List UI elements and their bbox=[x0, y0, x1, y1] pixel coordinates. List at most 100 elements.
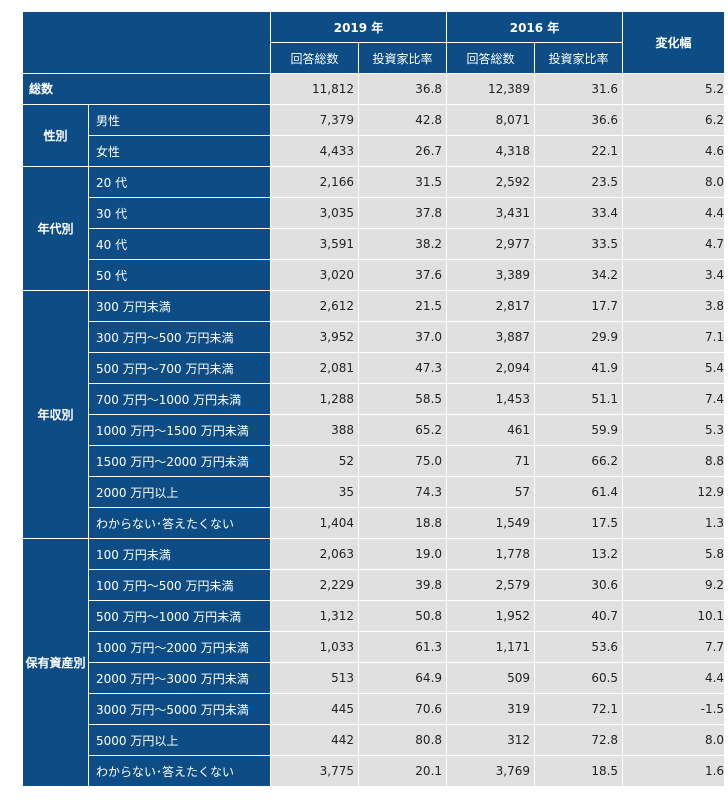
cell-ratio-2019: 26.7 bbox=[357, 135, 448, 167]
row-label: 1000 万円～2000 万円未満 bbox=[88, 631, 271, 663]
cell-total-2019: 2,063 bbox=[270, 538, 359, 570]
cell-total-2019: 2,166 bbox=[270, 166, 359, 198]
cell-ratio-2019: 37.8 bbox=[357, 197, 448, 229]
cell-change: 5.2 bbox=[622, 73, 726, 105]
cell-ratio-2016: 40.7 bbox=[534, 600, 624, 632]
table-row: 保有資産別 100 万円未満 2,063 19.0 1,778 13.2 5.8 bbox=[22, 538, 726, 787]
table-row: 年代別 20 代 2,166 31.5 2,592 23.5 8.0 bbox=[22, 166, 726, 291]
cell-total-2019: 3,035 bbox=[270, 197, 359, 229]
cell-ratio-2019: 37.0 bbox=[357, 321, 448, 353]
cell-ratio-2019: 39.8 bbox=[357, 569, 448, 601]
group-label: 年収別 bbox=[22, 290, 89, 539]
cell-change: 3.8 bbox=[622, 290, 726, 322]
cell-ratio-2019: 38.2 bbox=[357, 228, 448, 260]
header-2019-ratio: 投資家比率 bbox=[357, 42, 448, 74]
row-label: わからない･答えたくない bbox=[88, 507, 271, 539]
cell-ratio-2016: 31.6 bbox=[534, 73, 624, 105]
cell-ratio-2019: 36.8 bbox=[357, 73, 448, 105]
cell-total-2016: 1,549 bbox=[446, 507, 536, 539]
cell-ratio-2019: 75.0 bbox=[357, 445, 448, 477]
cell-ratio-2016: 72.1 bbox=[534, 693, 624, 725]
cell-ratio-2019: 80.8 bbox=[357, 724, 448, 756]
cell-change: 9.2 bbox=[622, 569, 726, 601]
cell-ratio-2016: 60.5 bbox=[534, 662, 624, 694]
table-row: 40 代 3,591 38.2 2,977 33.5 4.7 bbox=[23, 228, 726, 260]
cell-ratio-2016: 17.5 bbox=[534, 507, 624, 539]
cell-total-2016: 509 bbox=[446, 662, 536, 694]
cell-ratio-2016: 41.9 bbox=[534, 352, 624, 384]
header-row-years: 2019 年 2016 年 変化幅 bbox=[22, 11, 726, 74]
cell-total-2016: 1,952 bbox=[446, 600, 536, 632]
header-row-metrics: 回答総数 投資家比率 回答総数 投資家比率 bbox=[23, 42, 725, 74]
cell-change: 8.8 bbox=[622, 445, 726, 477]
cell-total-2019: 7,379 bbox=[270, 104, 359, 136]
table-row: わからない･答えたくない 3,775 20.1 3,769 18.5 1.6 bbox=[23, 755, 726, 787]
row-label: 50 代 bbox=[88, 259, 271, 291]
cell-total-2016: 71 bbox=[446, 445, 536, 477]
row-label: 1000 万円～1500 万円未満 bbox=[88, 414, 271, 446]
total-label: 総数 bbox=[22, 73, 271, 105]
cell-ratio-2016: 36.6 bbox=[534, 104, 624, 136]
row-label: 500 万円～700 万円未満 bbox=[88, 352, 271, 384]
row-label: 300 万円未満 bbox=[88, 290, 271, 322]
cell-total-2016: 2,817 bbox=[446, 290, 536, 322]
header-2019: 2019 年 bbox=[269, 11, 448, 43]
cell-change: 7.1 bbox=[622, 321, 726, 353]
cell-ratio-2019: 58.5 bbox=[357, 383, 448, 415]
cell-total-2019: 2,612 bbox=[270, 290, 359, 322]
cell-ratio-2016: 66.2 bbox=[534, 445, 624, 477]
cell-ratio-2019: 31.5 bbox=[357, 166, 448, 198]
cell-total-2016: 57 bbox=[446, 476, 536, 508]
cell-ratio-2019: 50.8 bbox=[357, 600, 448, 632]
group-label: 保有資産別 bbox=[22, 538, 89, 787]
cell-ratio-2016: 51.1 bbox=[534, 383, 624, 415]
cell-total-2016: 2,592 bbox=[446, 166, 536, 198]
table-row: 年収別 300 万円未満 2,612 21.5 2,817 17.7 3.8 bbox=[22, 290, 726, 539]
cell-change: 10.1 bbox=[622, 600, 726, 632]
cell-ratio-2019: 47.3 bbox=[357, 352, 448, 384]
cell-total-2019: 388 bbox=[270, 414, 359, 446]
cell-ratio-2019: 65.2 bbox=[357, 414, 448, 446]
cell-ratio-2019: 21.5 bbox=[357, 290, 448, 322]
row-label: 100 万円未満 bbox=[88, 538, 271, 570]
cell-change: 4.4 bbox=[622, 197, 726, 229]
header-2016-total: 回答総数 bbox=[446, 42, 536, 74]
row-label: 3000 万円～5000 万円未満 bbox=[88, 693, 271, 725]
header-2016: 2016 年 bbox=[446, 11, 624, 43]
cell-total-2016: 12,389 bbox=[446, 73, 536, 105]
cell-ratio-2019: 74.3 bbox=[357, 476, 448, 508]
cell-ratio-2016: 59.9 bbox=[534, 414, 624, 446]
row-label: 500 万円～1000 万円未満 bbox=[88, 600, 271, 632]
cell-total-2019: 2,229 bbox=[270, 569, 359, 601]
cell-ratio-2016: 34.2 bbox=[534, 259, 624, 291]
cell-change: 5.3 bbox=[622, 414, 726, 446]
cell-total-2016: 3,887 bbox=[446, 321, 536, 353]
cell-change: 1.6 bbox=[622, 755, 726, 787]
cell-ratio-2019: 70.6 bbox=[357, 693, 448, 725]
header-corner bbox=[22, 11, 271, 74]
cell-total-2019: 1,288 bbox=[270, 383, 359, 415]
cell-ratio-2016: 13.2 bbox=[534, 538, 624, 570]
group-label: 性別 bbox=[22, 104, 89, 167]
cell-change: 4.4 bbox=[622, 662, 726, 694]
cell-ratio-2016: 23.5 bbox=[534, 166, 624, 198]
row-label: 5000 万円以上 bbox=[88, 724, 271, 756]
cell-total-2019: 11,812 bbox=[270, 73, 359, 105]
row-label: 1500 万円～2000 万円未満 bbox=[88, 445, 271, 477]
cell-total-2016: 1,171 bbox=[446, 631, 536, 663]
cell-change: 7.4 bbox=[622, 383, 726, 415]
row-label: 2000 万円以上 bbox=[88, 476, 271, 508]
cell-change: 8.0 bbox=[622, 166, 726, 198]
header-2016-ratio: 投資家比率 bbox=[534, 42, 624, 74]
table-row: わからない･答えたくない 1,404 18.8 1,549 17.5 1.3 bbox=[23, 507, 726, 539]
table-row: 30 代 3,035 37.8 3,431 33.4 4.4 bbox=[23, 197, 726, 229]
table-row: 1500 万円～2000 万円未満 52 75.0 71 66.2 8.8 bbox=[23, 445, 726, 477]
cell-total-2019: 1,404 bbox=[270, 507, 359, 539]
investor-ratio-table: 2019 年 2016 年 変化幅 回答総数 投資家比率 回答総数 投資家比率 … bbox=[22, 11, 726, 787]
cell-ratio-2016: 29.9 bbox=[534, 321, 624, 353]
table-row: 1000 万円～1500 万円未満 388 65.2 461 59.9 5.3 bbox=[23, 414, 726, 446]
cell-ratio-2016: 33.5 bbox=[534, 228, 624, 260]
cell-total-2019: 3,952 bbox=[270, 321, 359, 353]
row-label: 女性 bbox=[88, 135, 271, 167]
row-label: 2000 万円～3000 万円未満 bbox=[88, 662, 271, 694]
